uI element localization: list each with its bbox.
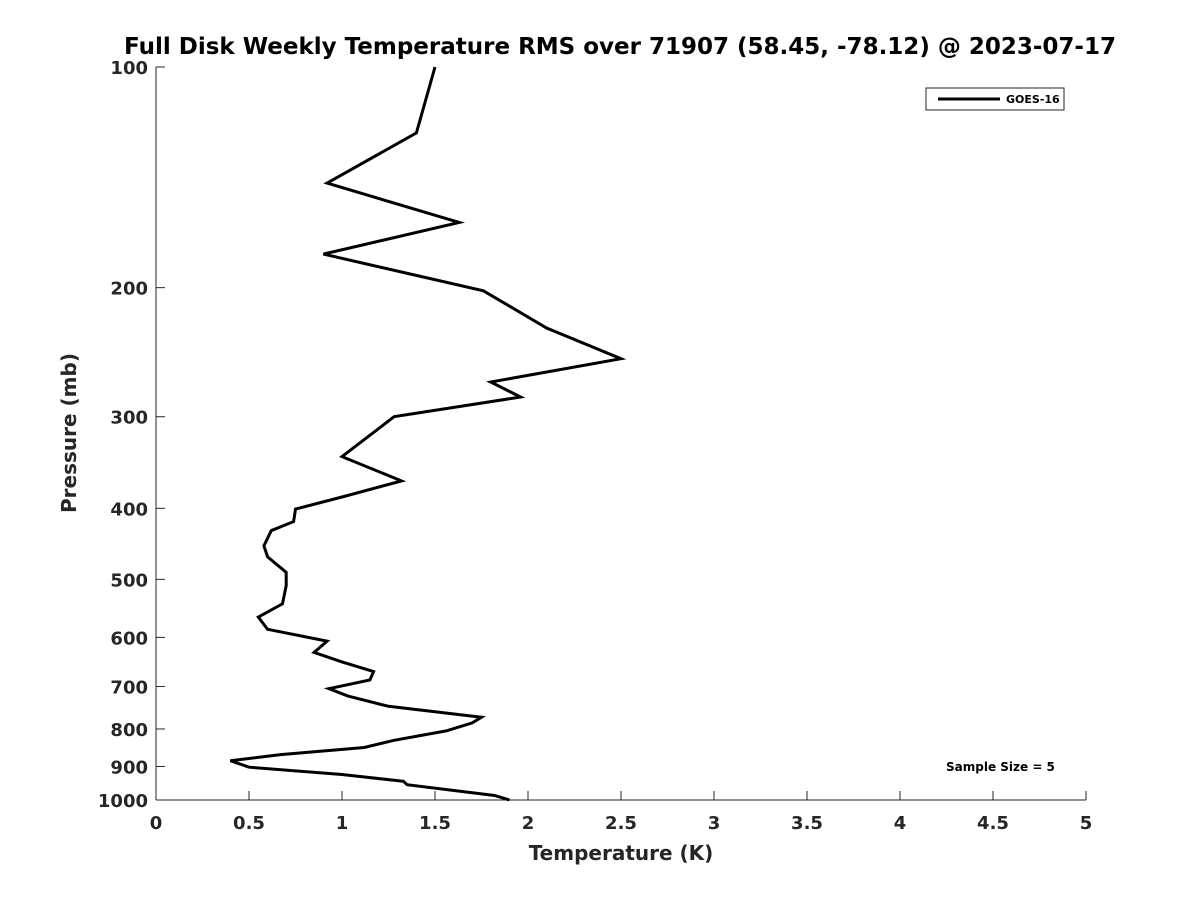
y-tick-label: 700	[110, 677, 148, 698]
x-tick-label: 4	[894, 813, 907, 834]
y-ticks: 100 200 300 400 500 600 700 800 900 1000	[98, 58, 165, 812]
x-tick-label: 0.5	[233, 813, 265, 834]
x-axis-label: Temperature (K)	[529, 841, 714, 865]
x-tick-label: 0	[150, 813, 163, 834]
plot-area	[156, 67, 1086, 800]
x-ticks: 0 0.5 1 1.5 2 2.5 3 3.5 4 4.5 5	[150, 791, 1093, 834]
x-tick-label: 1	[336, 813, 349, 834]
y-tick-label: 1000	[98, 791, 148, 812]
x-tick-label: 5	[1080, 813, 1093, 834]
y-tick-label: 400	[110, 499, 148, 520]
legend-entry: GOES-16	[1006, 93, 1060, 106]
y-tick-label: 300	[110, 408, 148, 429]
y-tick-label: 200	[110, 279, 148, 300]
y-tick-label: 500	[110, 570, 148, 591]
x-tick-label: 2	[522, 813, 535, 834]
y-tick-label: 100	[110, 58, 148, 79]
x-tick-label: 2.5	[605, 813, 637, 834]
y-tick-label: 900	[110, 757, 148, 778]
x-tick-label: 3.5	[791, 813, 823, 834]
y-axis-label: Pressure (mb)	[57, 353, 81, 513]
x-tick-label: 3	[708, 813, 721, 834]
legend: GOES-16	[925, 87, 1065, 111]
chart-title: Full Disk Weekly Temperature RMS over 71…	[124, 34, 1116, 60]
x-tick-label: 1.5	[419, 813, 451, 834]
y-tick-label: 800	[110, 720, 148, 741]
x-tick-label: 4.5	[977, 813, 1009, 834]
sample-size-annotation: Sample Size = 5	[946, 760, 1055, 774]
y-tick-label: 600	[110, 628, 148, 649]
series-line-goes-16	[229, 66, 627, 802]
